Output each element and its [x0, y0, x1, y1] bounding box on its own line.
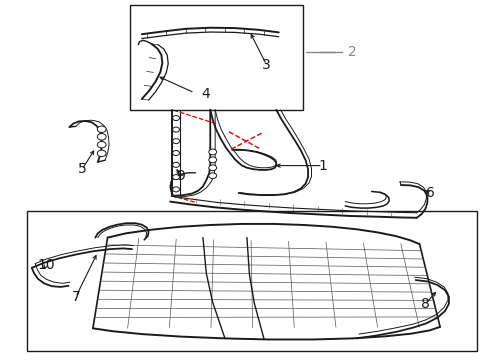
Circle shape — [172, 116, 179, 121]
Circle shape — [208, 149, 216, 155]
Circle shape — [97, 126, 106, 132]
Circle shape — [172, 175, 179, 180]
Text: 5: 5 — [78, 162, 86, 176]
Circle shape — [97, 134, 106, 140]
Circle shape — [172, 139, 179, 144]
Circle shape — [172, 162, 179, 167]
Text: 4: 4 — [201, 87, 209, 100]
Text: 1: 1 — [318, 159, 326, 172]
Circle shape — [97, 141, 106, 148]
Circle shape — [208, 157, 216, 163]
Text: 7: 7 — [71, 290, 80, 304]
Circle shape — [172, 150, 179, 156]
Text: 6: 6 — [425, 186, 434, 199]
Circle shape — [208, 173, 216, 179]
Circle shape — [172, 187, 179, 192]
Text: 10: 10 — [38, 258, 55, 271]
Text: 2: 2 — [347, 45, 356, 59]
Circle shape — [172, 127, 179, 132]
Text: 3: 3 — [262, 58, 270, 72]
Text: 9: 9 — [176, 170, 185, 183]
Circle shape — [208, 165, 216, 171]
Text: 8: 8 — [420, 297, 429, 311]
Circle shape — [97, 150, 106, 157]
